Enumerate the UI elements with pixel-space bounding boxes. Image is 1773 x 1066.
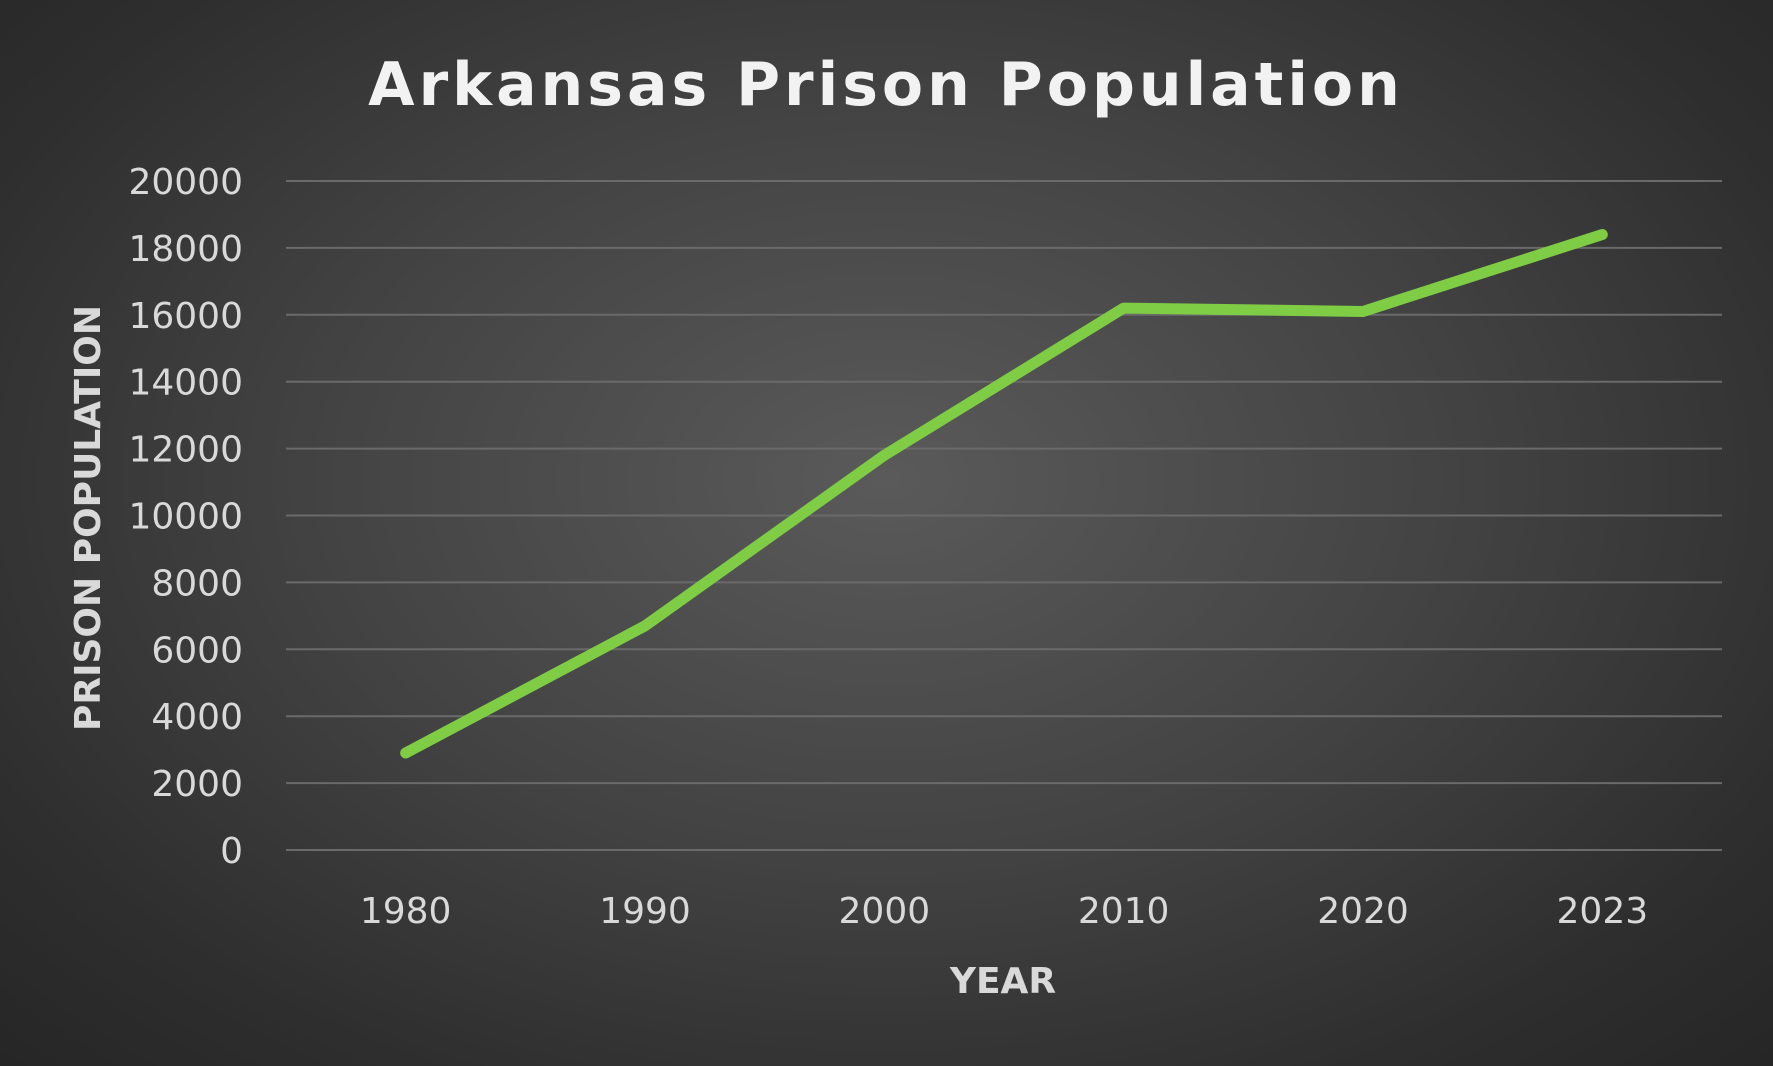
- x-tick-label: 2023: [1557, 891, 1649, 932]
- x-tick-label: 2010: [1078, 891, 1170, 932]
- chart-title: Arkansas Prison Population: [368, 50, 1404, 120]
- y-tick-label: 16000: [128, 296, 243, 337]
- x-tick-label: 2020: [1317, 891, 1409, 932]
- y-axis-tick-labels: 0 2000 4000 6000 8000 10000 12000 14000 16000 180…: [128, 162, 243, 872]
- data-point: [883, 454, 885, 456]
- y-tick-label: 0: [220, 831, 243, 872]
- y-tick-label: 12000: [128, 430, 243, 471]
- y-axis-title: PRISON POPULATION: [68, 305, 109, 731]
- x-tick-label: 2000: [839, 891, 931, 932]
- data-point: [644, 625, 646, 627]
- x-axis-tick-labels: 1980 1990 2000 2010 2020 2023: [360, 891, 1648, 932]
- y-tick-label: 4000: [151, 697, 243, 738]
- y-tick-label: 20000: [128, 162, 243, 203]
- data-point: [1601, 234, 1603, 236]
- y-tick-label: 18000: [128, 229, 243, 270]
- y-tick-label: 6000: [151, 630, 243, 671]
- y-tick-label: 8000: [151, 563, 243, 604]
- data-point: [405, 752, 407, 754]
- series-line: [400, 229, 1608, 759]
- data-point: [1123, 307, 1125, 309]
- x-axis-title: YEAR: [949, 961, 1056, 1002]
- y-tick-label: 10000: [128, 497, 243, 538]
- x-tick-label: 1990: [599, 891, 691, 932]
- y-tick-label: 2000: [151, 764, 243, 805]
- gridlines: [286, 180, 1722, 851]
- series: [400, 229, 1608, 759]
- data-point: [1362, 310, 1364, 312]
- y-tick-label: 14000: [128, 363, 243, 404]
- x-tick-label: 1980: [360, 891, 452, 932]
